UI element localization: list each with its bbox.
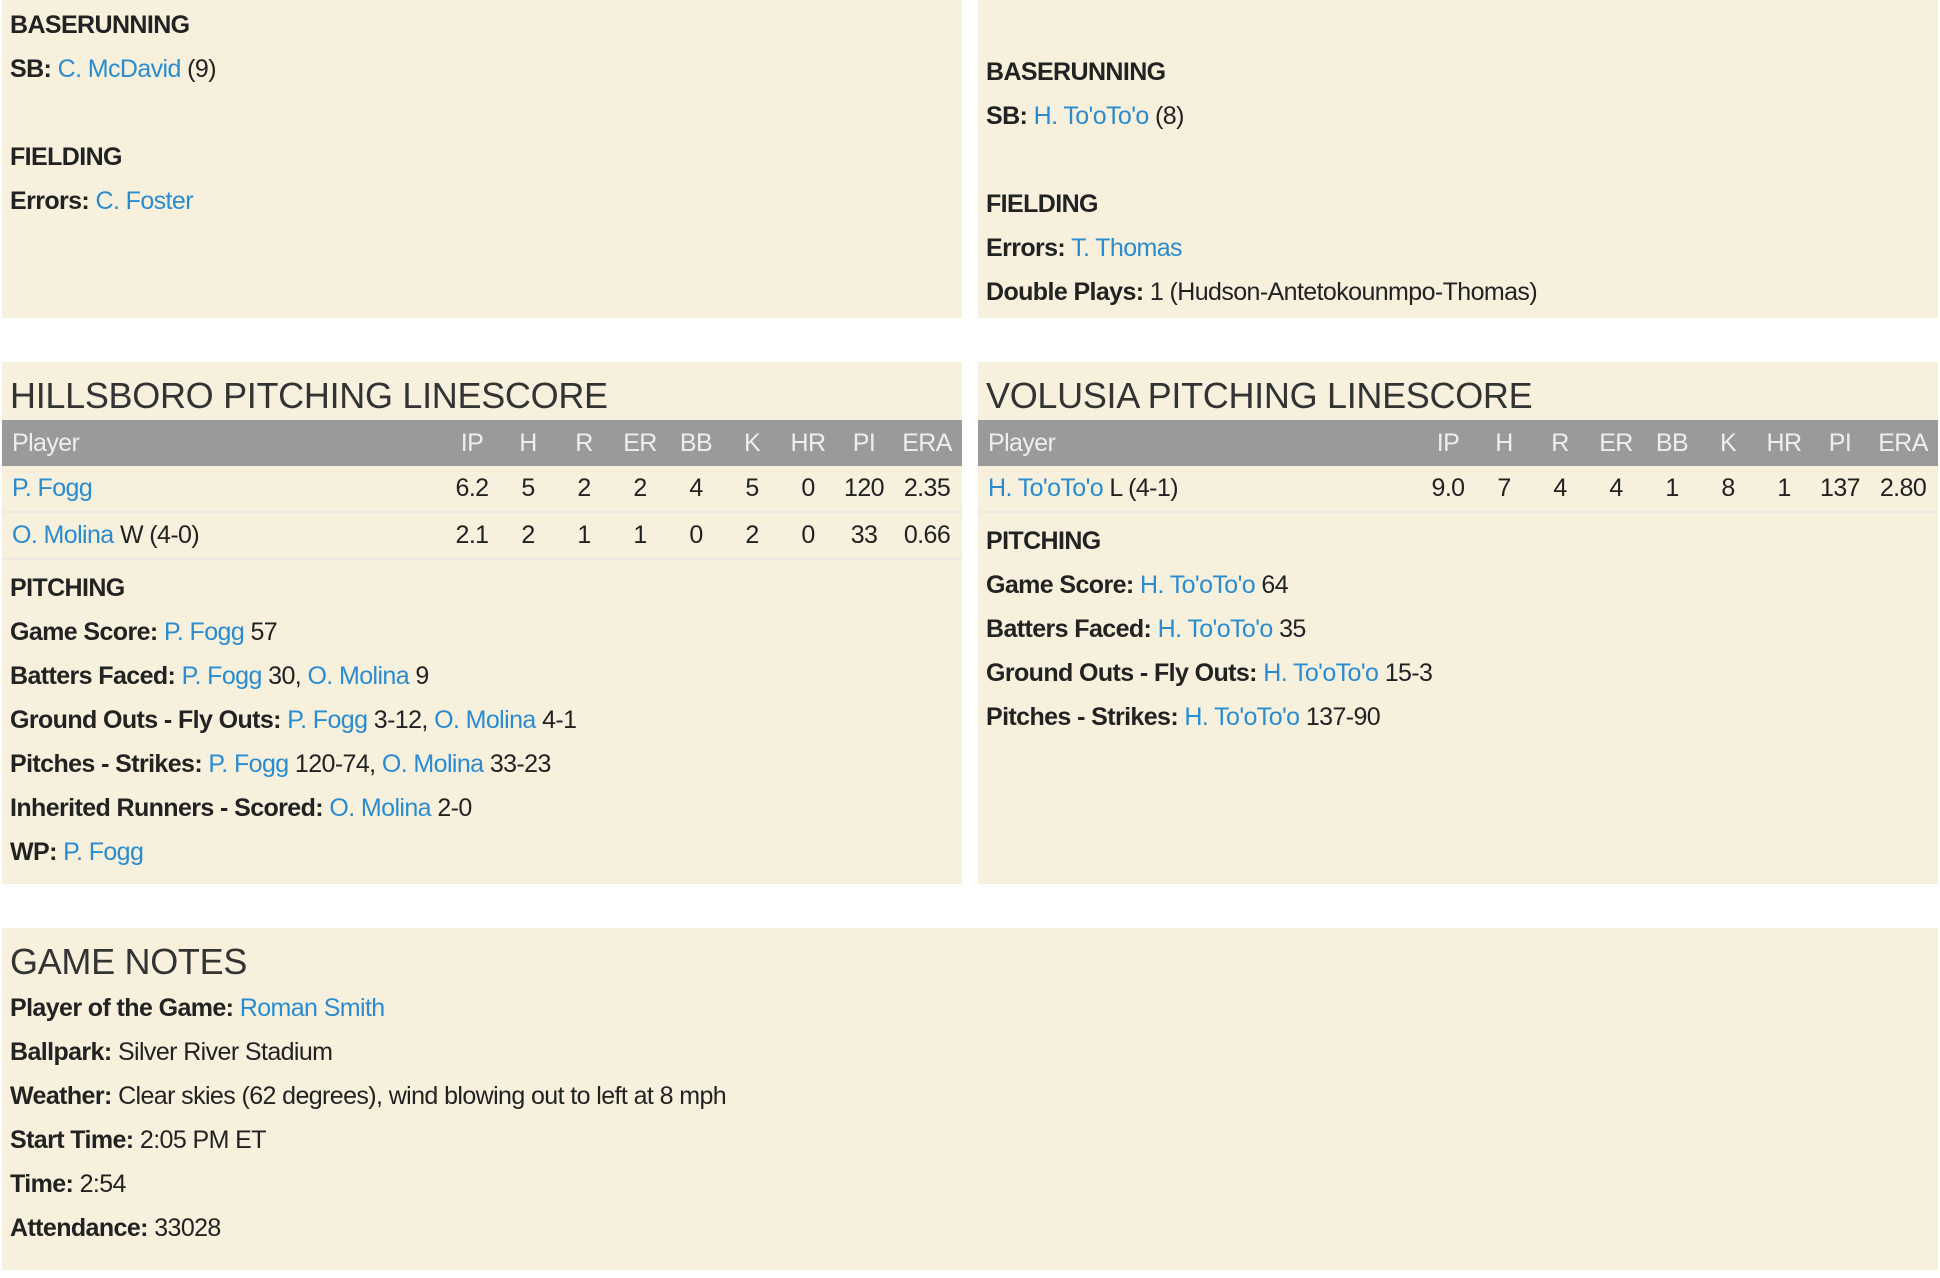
ground-fly-outs-line: Ground Outs - Fly Outs: H. To'oTo'o 15-3 bbox=[986, 659, 1433, 687]
wild-pitch-line: WP: P. Fogg bbox=[10, 838, 144, 866]
volusia-pitching-panel: VOLUSIA PITCHING LINESCORE Player IP H R ER… bbox=[978, 362, 1938, 884]
stolen-bases-line: SB: H. To'oTo'o (8) bbox=[986, 102, 1184, 130]
table-header-row: Player IP H R ER BB K HR PI ERA bbox=[2, 420, 962, 466]
volusia-notes-panel: BASERUNNING SB: H. To'oTo'o (8) FIELDING… bbox=[978, 0, 1938, 318]
game-notes-panel: GAME NOTES Player of the Game: Roman Smi… bbox=[2, 928, 1938, 1270]
player-link[interactable]: P. Fogg bbox=[287, 706, 368, 734]
table-row: O. Molina W (4-0) 2.1 2 1 1 0 2 0 33 0.66 bbox=[2, 512, 962, 560]
player-link[interactable]: O. Molina bbox=[381, 750, 484, 778]
pitches-strikes-line: Pitches - Strikes: P. Fogg 120-74, O. Mo… bbox=[10, 750, 551, 778]
player-link[interactable]: C. McDavid bbox=[57, 55, 182, 83]
section-title: VOLUSIA PITCHING LINESCORE bbox=[986, 375, 1533, 416]
player-link[interactable]: O. Molina bbox=[307, 662, 410, 690]
player-link[interactable]: P. Fogg bbox=[164, 618, 245, 646]
player-link[interactable]: P. Fogg bbox=[12, 474, 93, 502]
game-score-line: Game Score: P. Fogg 57 bbox=[10, 618, 278, 646]
player-link[interactable]: O. Molina bbox=[12, 521, 114, 549]
baserunning-heading: BASERUNNING bbox=[986, 58, 1166, 86]
game-time-line: Time: 2:54 bbox=[10, 1170, 126, 1198]
player-link[interactable]: C. Foster bbox=[95, 187, 194, 215]
section-title: HILLSBORO PITCHING LINESCORE bbox=[10, 375, 608, 416]
ground-fly-outs-line: Ground Outs - Fly Outs: P. Fogg 3-12, O.… bbox=[10, 706, 577, 734]
game-score-line: Game Score: H. To'oTo'o 64 bbox=[986, 571, 1289, 599]
player-link[interactable]: P. Fogg bbox=[208, 750, 289, 778]
pitching-linescore-table: Player IP H R ER BB K HR PI ERA P. Fogg 6.2 5 2 2 4 5… bbox=[2, 420, 962, 560]
player-link[interactable]: T. Thomas bbox=[1071, 234, 1182, 262]
errors-line: Errors: C. Foster bbox=[10, 187, 194, 215]
table-header-row: Player IP H R ER BB K HR PI ERA bbox=[978, 420, 1938, 466]
player-link[interactable]: O. Molina bbox=[434, 706, 536, 734]
player-link[interactable]: Roman Smith bbox=[239, 994, 385, 1022]
fielding-heading: FIELDING bbox=[986, 190, 1098, 218]
player-link[interactable]: H. To'oTo'o bbox=[1184, 703, 1300, 731]
player-link[interactable]: H. To'oTo'o bbox=[1140, 571, 1256, 599]
inherited-runners-line: Inherited Runners - Scored: O. Molina 2-… bbox=[10, 794, 472, 822]
player-link[interactable]: P. Fogg bbox=[63, 838, 144, 866]
errors-line: Errors: T. Thomas bbox=[986, 234, 1183, 262]
stolen-bases-line: SB: C. McDavid (9) bbox=[10, 55, 217, 83]
pitching-heading: PITCHING bbox=[10, 574, 125, 602]
player-link[interactable]: H. To'oTo'o bbox=[1263, 659, 1379, 687]
player-link[interactable]: H. To'oTo'o bbox=[1033, 102, 1150, 130]
batters-faced-line: Batters Faced: P. Fogg 30, O. Molina 9 bbox=[10, 662, 429, 690]
pitching-heading: PITCHING bbox=[986, 527, 1101, 555]
table-row: H. To'oTo'o L (4-1) 9.0 7 4 4 1 8 1 137 2.80 bbox=[978, 466, 1938, 513]
section-title: GAME NOTES bbox=[10, 941, 248, 982]
baserunning-heading: BASERUNNING bbox=[10, 11, 190, 39]
pitching-linescore-table: Player IP H R ER BB K HR PI ERA H. To'oTo'o L (4… bbox=[978, 420, 1938, 513]
player-link[interactable]: O. Molina bbox=[329, 794, 431, 822]
hillsboro-notes-panel: BASERUNNING SB: C. McDavid (9) FIELDING … bbox=[2, 0, 962, 318]
attendance-line: Attendance: 33028 bbox=[10, 1214, 221, 1242]
double-plays-line: Double Plays: 1 (Hudson-Antetokounmpo-Th… bbox=[986, 278, 1538, 306]
player-link[interactable]: H. To'oTo'o bbox=[988, 474, 1104, 502]
table-row: P. Fogg 6.2 5 2 2 4 5 0 120 2.35 bbox=[2, 466, 962, 513]
weather-line: Weather: Clear skies (62 degrees), wind … bbox=[10, 1082, 727, 1110]
player-link[interactable]: P. Fogg bbox=[181, 662, 263, 690]
hillsboro-pitching-panel: HILLSBORO PITCHING LINESCORE Player IP H R… bbox=[2, 362, 962, 884]
player-of-game-line: Player of the Game: Roman Smith bbox=[10, 994, 385, 1022]
batters-faced-line: Batters Faced: H. To'oTo'o 35 bbox=[986, 615, 1306, 643]
pitches-strikes-line: Pitches - Strikes: H. To'oTo'o 137-90 bbox=[986, 703, 1381, 731]
fielding-heading: FIELDING bbox=[10, 143, 122, 171]
player-link[interactable]: H. To'oTo'o bbox=[1157, 615, 1274, 643]
start-time-line: Start Time: 2:05 PM ET bbox=[10, 1126, 266, 1154]
ballpark-line: Ballpark: Silver River Stadium bbox=[10, 1038, 333, 1066]
